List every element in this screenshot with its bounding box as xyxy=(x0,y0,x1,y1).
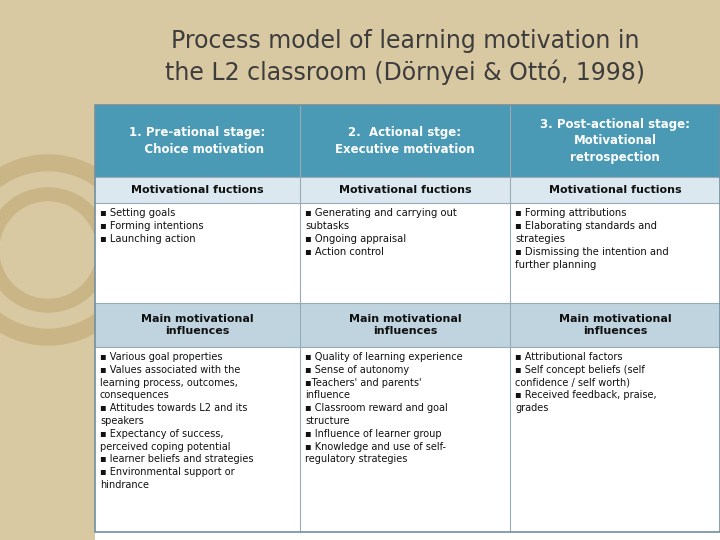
Bar xyxy=(300,303,510,347)
Bar xyxy=(95,105,720,532)
Bar xyxy=(300,203,510,303)
Text: ▪ Various goal properties
▪ Values associated with the
learning process, outcome: ▪ Various goal properties ▪ Values assoc… xyxy=(100,352,253,490)
Text: ▪ Quality of learning experience
▪ Sense of autonomy
▪Teachers' and parents'
inf: ▪ Quality of learning experience ▪ Sense… xyxy=(305,352,463,464)
Text: Motivational fuctions: Motivational fuctions xyxy=(549,185,681,195)
Bar xyxy=(95,105,300,177)
Text: ▪ Attributional factors
▪ Self concept beliefs (self
confidence / self worth)
▪ : ▪ Attributional factors ▪ Self concept b… xyxy=(515,352,657,413)
Bar xyxy=(510,303,720,347)
Text: 3. Post-actional stage:
Motivational
retrospection: 3. Post-actional stage: Motivational ret… xyxy=(540,118,690,164)
Circle shape xyxy=(0,172,126,328)
Text: 1. Pre-ational stage:
   Choice motivation: 1. Pre-ational stage: Choice motivation xyxy=(130,126,266,156)
Bar xyxy=(95,177,300,203)
Circle shape xyxy=(0,202,96,298)
Bar xyxy=(510,203,720,303)
Text: ▪ Setting goals
▪ Forming intentions
▪ Launching action: ▪ Setting goals ▪ Forming intentions ▪ L… xyxy=(100,208,204,244)
Bar xyxy=(510,347,720,540)
Circle shape xyxy=(0,188,110,312)
Text: 2.  Actional stge:
Executive motivation: 2. Actional stge: Executive motivation xyxy=(336,126,474,156)
Bar xyxy=(510,105,720,177)
Bar xyxy=(300,177,510,203)
Bar xyxy=(300,347,510,540)
Bar xyxy=(300,105,510,177)
Text: Motivational fuctions: Motivational fuctions xyxy=(131,185,264,195)
Text: Main motivational
influences: Main motivational influences xyxy=(141,314,254,336)
Text: Main motivational
influences: Main motivational influences xyxy=(559,314,671,336)
Text: Motivational fuctions: Motivational fuctions xyxy=(338,185,472,195)
Text: ▪ Forming attributions
▪ Elaborating standards and
strategies
▪ Dismissing the i: ▪ Forming attributions ▪ Elaborating sta… xyxy=(515,208,669,270)
Bar xyxy=(95,347,300,540)
Bar xyxy=(95,303,300,347)
Bar xyxy=(95,203,300,303)
Text: ▪ Generating and carrying out
subtasks
▪ Ongoing appraisal
▪ Action control: ▪ Generating and carrying out subtasks ▪… xyxy=(305,208,456,257)
Bar xyxy=(95,105,720,532)
Text: Main motivational
influences: Main motivational influences xyxy=(348,314,462,336)
Bar xyxy=(510,177,720,203)
Text: Process model of learning motivation in
the L2 classroom (Dörnyei & Ottó, 1998): Process model of learning motivation in … xyxy=(165,29,645,85)
Circle shape xyxy=(0,155,143,345)
